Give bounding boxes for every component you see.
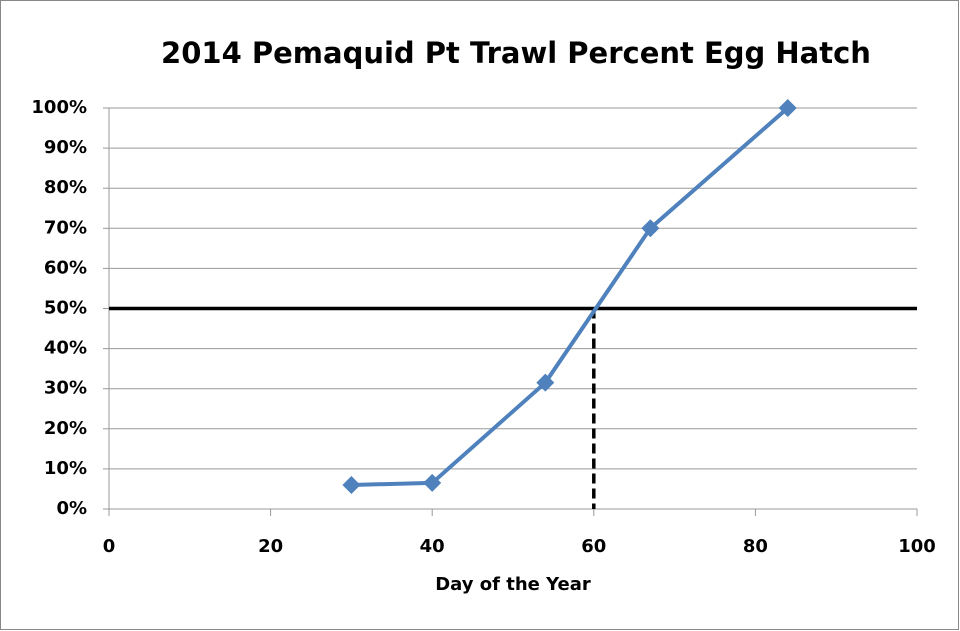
data-point: [778, 99, 797, 117]
x-axis-label: Day of the Year: [435, 574, 591, 595]
x-tick-label: 60: [581, 536, 606, 557]
x-tick-label: 80: [743, 536, 768, 557]
x-tick-label: 20: [258, 536, 283, 557]
y-tick-label: 30%: [44, 378, 87, 399]
y-tick-label: 0%: [56, 498, 87, 519]
y-tick-label: 40%: [44, 338, 87, 359]
x-tick-label: 100: [898, 536, 936, 557]
y-tick-label: 90%: [44, 137, 87, 158]
y-tick-label: 80%: [44, 177, 87, 198]
chart-title: 2014 Pemaquid Pt Trawl Percent Egg Hatch: [161, 36, 871, 70]
y-tick-label: 20%: [44, 418, 87, 439]
y-tick-label: 100%: [31, 97, 87, 118]
data-point: [342, 475, 361, 494]
x-tick-label: 40: [420, 536, 445, 557]
y-tick-label: 10%: [44, 458, 87, 479]
data-point: [536, 373, 555, 392]
data-point: [423, 473, 442, 492]
y-tick-label: 60%: [44, 257, 87, 278]
y-tick-label: 70%: [44, 217, 87, 238]
x-tick-label: 0: [103, 536, 116, 557]
y-tick-label: 50%: [44, 298, 87, 319]
data-point: [641, 219, 660, 238]
